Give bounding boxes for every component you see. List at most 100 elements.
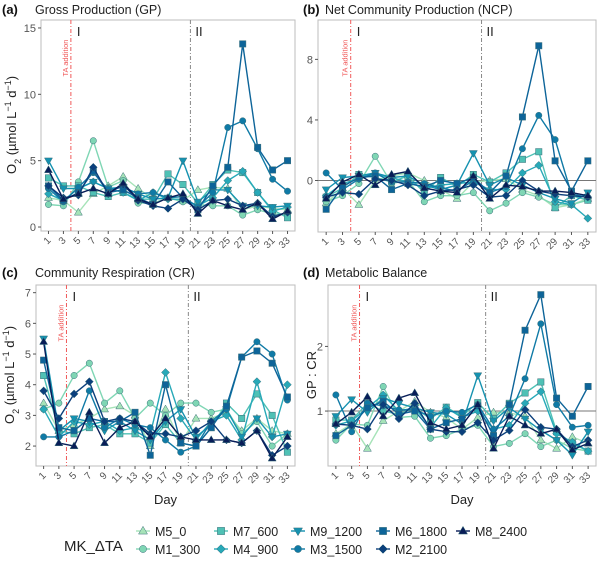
data-point: [208, 195, 218, 204]
data-point: [55, 424, 63, 432]
data-point: [40, 433, 48, 441]
x-tick-label: 13: [125, 470, 141, 486]
x-tick-label: 1: [320, 236, 332, 248]
x-tick-label: 9: [102, 235, 114, 247]
series-M8_2400: [321, 166, 593, 202]
data-point: [253, 188, 263, 197]
data-point: [410, 398, 420, 408]
legend-label: M7_600: [233, 525, 278, 539]
data-point: [222, 402, 230, 410]
data-point: [73, 207, 83, 216]
data-point: [269, 166, 277, 174]
data-point: [149, 189, 157, 196]
data-point: [537, 291, 545, 299]
y-tick-label: 5: [25, 349, 31, 361]
x-tick-label: 7: [377, 470, 389, 482]
data-point: [252, 415, 262, 424]
data-point: [520, 405, 530, 415]
data-point: [485, 182, 495, 190]
data-point: [88, 183, 98, 192]
x-tick-label: 3: [52, 470, 64, 482]
data-point: [458, 408, 466, 416]
data-point: [362, 392, 372, 400]
data-point: [148, 199, 158, 208]
data-point: [70, 372, 78, 379]
x-tick-label: 7: [369, 236, 381, 248]
data-point: [161, 368, 170, 377]
x-tick-label: 9: [98, 470, 110, 482]
data-point: [206, 435, 216, 443]
legend-key-marker: [217, 527, 225, 535]
data-point: [568, 423, 576, 431]
x-tick-label: 29: [246, 470, 262, 486]
data-point: [252, 426, 262, 434]
data-point: [192, 399, 200, 407]
y-tick-label: 4: [307, 115, 313, 127]
data-point: [457, 420, 467, 429]
data-point: [54, 414, 64, 423]
data-point: [283, 380, 292, 390]
x-axis-label: Day: [450, 492, 474, 507]
data-point: [485, 194, 495, 202]
data-point: [224, 163, 232, 171]
data-point: [501, 191, 511, 201]
phase-label-2: II: [487, 24, 494, 39]
x-tick-label: 9: [385, 236, 397, 248]
x-tick-label: 5: [361, 470, 373, 482]
data-point: [283, 206, 292, 215]
data-point: [100, 404, 109, 413]
x-tick-label: 33: [577, 236, 593, 252]
x-tick-label: 21: [483, 470, 499, 486]
data-point: [505, 401, 513, 409]
data-point: [567, 200, 576, 208]
data-point: [473, 418, 483, 428]
x-tick-label: 5: [67, 470, 79, 482]
data-point: [39, 404, 48, 414]
y-tick-label: 0: [307, 176, 313, 188]
data-point: [223, 186, 233, 195]
y-axis-label: O2 (µmol L−1 d−1): [1, 326, 21, 424]
y-tick-label: 5: [30, 156, 36, 168]
data-point: [551, 157, 559, 165]
data-point: [504, 426, 514, 435]
x-axis-label: Day: [154, 492, 178, 507]
data-point: [426, 424, 435, 434]
data-point: [584, 421, 592, 429]
data-point: [88, 178, 98, 187]
x-tick-label: 25: [216, 470, 232, 486]
data-point: [164, 178, 172, 186]
x-tick-label: 11: [113, 235, 128, 250]
x-tick-label: 23: [499, 470, 515, 486]
legend-label: M4_900: [233, 543, 278, 557]
data-point: [537, 320, 545, 328]
data-point: [237, 433, 247, 442]
legend-label: M2_2100: [395, 543, 447, 557]
data-point: [163, 204, 173, 213]
x-tick-label: 19: [172, 235, 188, 251]
data-point: [44, 189, 53, 199]
x-tick-label: 1: [42, 235, 54, 247]
phase-label-1: I: [357, 24, 361, 39]
data-point: [191, 435, 201, 443]
data-point: [452, 187, 462, 196]
data-point: [468, 150, 478, 158]
phase-label-2: II: [193, 289, 200, 304]
data-point: [130, 416, 140, 425]
data-point: [118, 178, 128, 187]
x-tick-label: 1: [37, 470, 49, 482]
data-point: [388, 186, 396, 194]
data-point: [55, 399, 63, 407]
data-point: [419, 191, 429, 201]
data-point: [146, 399, 154, 407]
data-point: [209, 182, 217, 190]
data-point: [207, 408, 215, 416]
phase-label-1: I: [77, 24, 81, 39]
data-point: [116, 387, 124, 395]
series-M2_2100: [331, 398, 593, 451]
data-point: [387, 169, 397, 178]
x-tick-label: 33: [277, 470, 293, 486]
series-M8_2400: [44, 165, 292, 223]
data-point: [58, 194, 68, 203]
data-point: [100, 417, 109, 426]
data-point: [521, 375, 529, 383]
